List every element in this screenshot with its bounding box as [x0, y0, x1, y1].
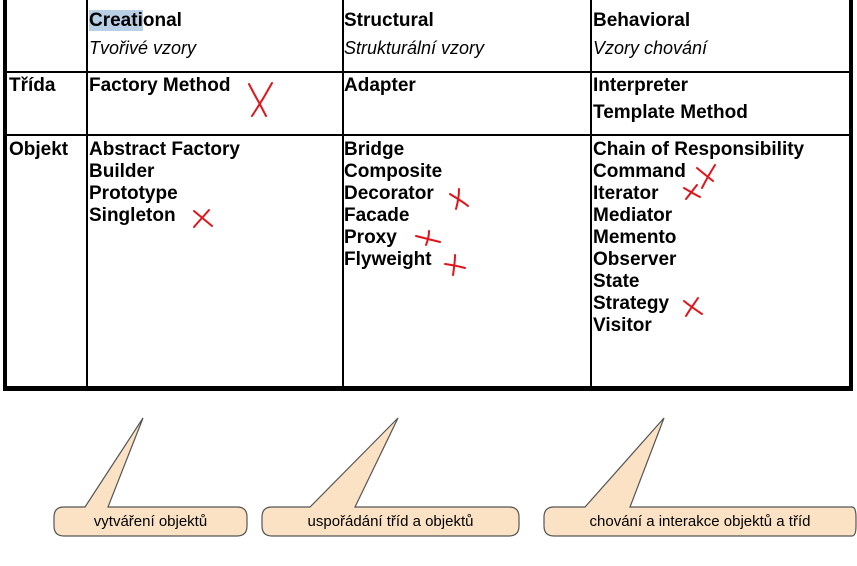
pattern-factory-method: Factory Method [89, 75, 231, 96]
cross-mark-icon [449, 188, 469, 210]
pattern-singleton: Singleton [89, 205, 176, 226]
cross-mark-icon [248, 82, 273, 117]
row-label-object: Objekt [9, 139, 69, 160]
object-creational-list: Abstract Factory Builder Prototype Singl… [89, 139, 240, 227]
header-creational: Creational Tvořivé vzory [89, 10, 196, 59]
cross-mark-icon [444, 254, 466, 276]
pattern-bridge: Bridge [344, 139, 405, 160]
cross-mark-icon [193, 209, 213, 228]
title-highlight: Creati [89, 10, 143, 31]
pattern-adapter: Adapter [344, 75, 416, 96]
pattern-visitor: Visitor [593, 315, 652, 336]
title-rest: onal [142, 10, 182, 31]
object-structural-list: Bridge Composite Decorator Facade Proxy … [344, 139, 442, 271]
pattern-interpreter: Interpreter [593, 75, 689, 96]
pattern-decorator: Decorator [344, 183, 434, 204]
table-border-left [3, 0, 7, 391]
patterns-table: Creational Tvořivé vzory Structural Stru… [3, 0, 853, 391]
table-border-right [849, 0, 853, 391]
callout-behavioral-bubble [543, 417, 857, 537]
pattern-template-method: Template Method [593, 102, 748, 123]
table-line-header [3, 71, 853, 73]
class-structural-list: Adapter [344, 75, 416, 97]
pattern-observer: Observer [593, 249, 677, 270]
pattern-abstract-factory: Abstract Factory [89, 139, 240, 160]
callout-creational-text: vytváření objektů [93, 513, 208, 530]
pattern-state: State [593, 271, 640, 292]
pattern-command: Command [593, 161, 686, 182]
cross-mark-icon [415, 230, 441, 246]
header-behavioral-title: Behavioral [593, 10, 691, 31]
cross-mark-icon [683, 297, 703, 317]
callouts: vytváření objektů uspořádání tříd a obje… [0, 395, 857, 566]
pattern-proxy: Proxy [344, 227, 397, 248]
header-behavioral: Behavioral Vzory chování [593, 10, 707, 59]
pattern-memento: Memento [593, 227, 677, 248]
pattern-builder: Builder [89, 161, 155, 182]
pattern-flyweight: Flyweight [344, 249, 432, 270]
header-structural-subtitle: Strukturální vzory [344, 38, 485, 58]
class-behavioral-list: Interpreter Template Method [593, 75, 748, 124]
pattern-chain-of-responsibility: Chain of Responsibility [593, 139, 805, 160]
row-label-class: Třída [9, 75, 56, 96]
pattern-composite: Composite [344, 161, 443, 182]
table-line-class [3, 134, 853, 136]
header-structural-title: Structural [344, 10, 434, 31]
table-divider-3 [590, 0, 592, 388]
header-behavioral-subtitle: Vzory chování [593, 38, 708, 58]
callout-behavioral-text: chování a interakce objektů a tříd [589, 513, 811, 530]
callout-structural-bubble [261, 417, 520, 537]
object-behavioral-list: Chain of Responsibility Command Iterator… [593, 139, 804, 337]
table-divider-2 [342, 0, 344, 388]
header-structural: Structural Strukturální vzory [344, 10, 484, 59]
cross-mark-icon [696, 164, 716, 189]
cross-mark-icon [683, 184, 701, 200]
table-border-bottom [3, 386, 853, 391]
pattern-prototype: Prototype [89, 183, 178, 204]
class-creational-list: Factory Method [89, 75, 230, 97]
table-divider-1 [86, 0, 88, 388]
header-creational-subtitle: Tvořivé vzory [89, 38, 197, 58]
pattern-iterator: Iterator [593, 183, 659, 204]
callout-shapes [53, 417, 857, 537]
callout-creational-bubble [53, 417, 248, 537]
pattern-mediator: Mediator [593, 205, 673, 226]
pattern-facade: Facade [344, 205, 410, 226]
callout-structural-text: uspořádání tříd a objektů [307, 513, 474, 530]
pattern-strategy: Strategy [593, 293, 670, 314]
header-creational-title: Creational [89, 10, 196, 32]
